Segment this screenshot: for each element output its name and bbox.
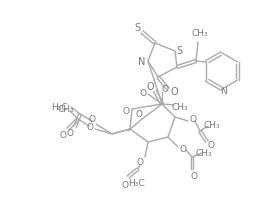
Text: O: O [161,84,168,93]
Text: O: O [136,110,143,119]
Text: O: O [89,115,95,124]
Text: O: O [207,141,214,150]
Text: O: O [122,181,129,190]
Text: O: O [136,158,143,167]
Text: H₃C: H₃C [51,102,68,111]
Text: O: O [122,107,129,116]
Text: CH₃: CH₃ [204,121,220,130]
Text: N: N [220,86,226,95]
Text: N: N [138,57,146,67]
Text: O: O [170,87,178,97]
Text: O: O [179,145,186,154]
Text: S: S [176,46,182,56]
Text: O: O [189,115,196,124]
Text: CH₃: CH₃ [172,102,188,111]
Text: O: O [146,82,154,91]
Text: CH₃: CH₃ [196,148,212,157]
Text: O: O [66,128,73,137]
Text: CH₃: CH₃ [58,105,74,114]
Text: S: S [134,23,140,33]
Text: O: O [59,130,66,139]
Text: CH₃: CH₃ [192,29,208,38]
Text: O: O [140,89,147,98]
Text: O: O [87,122,94,131]
Text: H₃C: H₃C [128,179,144,188]
Text: O: O [190,172,197,181]
